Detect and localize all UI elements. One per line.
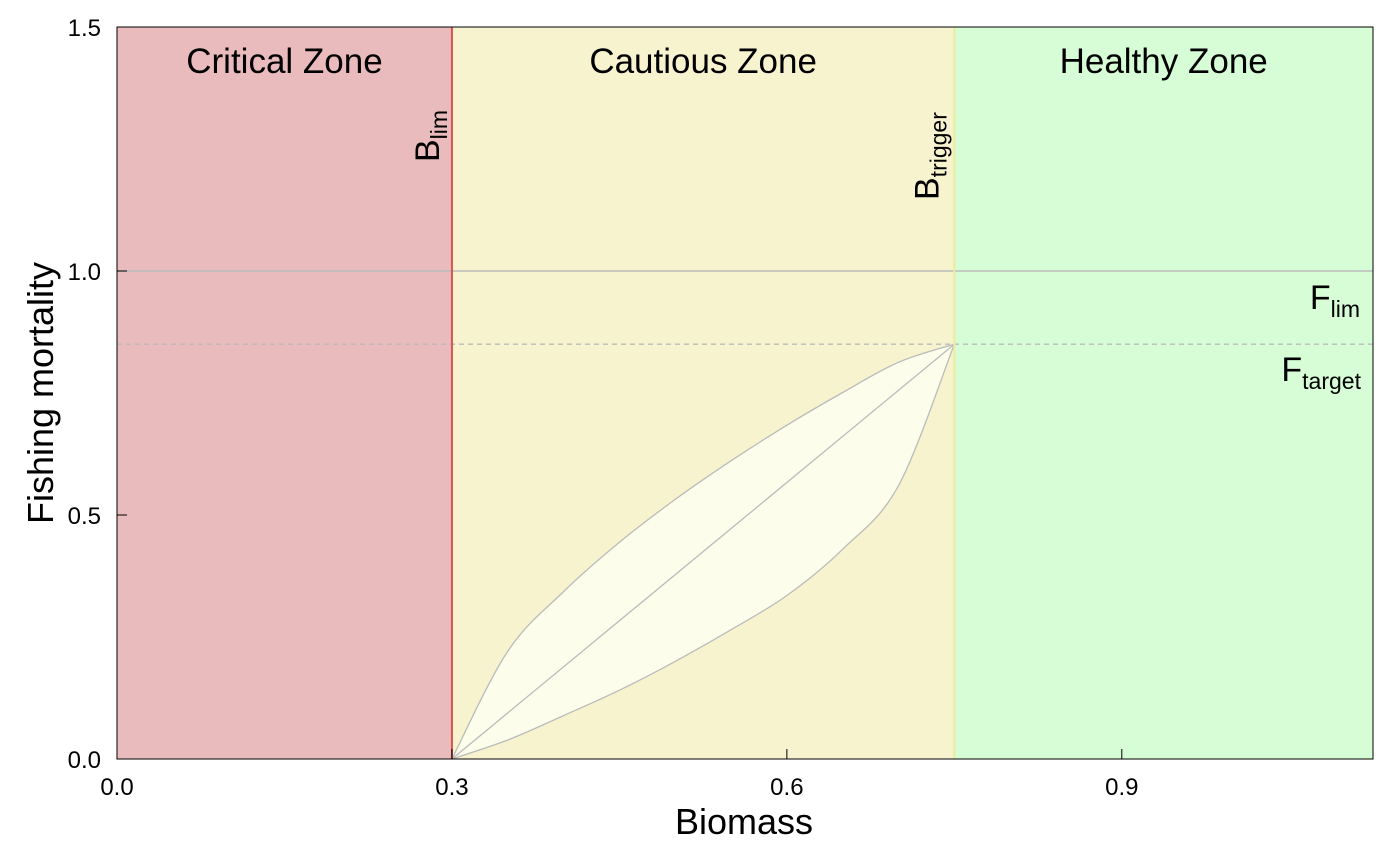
zone-label-cautious-zone: Cautious Zone (589, 42, 817, 81)
y-axis: 0.0 0.5 1.0 1.5 (68, 15, 127, 774)
plot-frame (116, 26, 1374, 760)
zone-label-healthy-zone: Healthy Zone (1060, 42, 1268, 81)
zone-critical-zone (117, 27, 452, 759)
reference-labels: Blim Btrigger Flim Ftarget (409, 110, 1362, 394)
f-target-label: Ftarget (1281, 351, 1361, 394)
x-tick-label: 0.6 (770, 774, 803, 801)
x-tick-label: 0.3 (435, 774, 468, 801)
y-tick-label: 0.0 (68, 747, 101, 774)
zone-label-critical-zone: Critical Zone (186, 42, 382, 81)
x-tick-label: 0.9 (1105, 774, 1138, 801)
hcr-envelope (451, 343, 955, 760)
y-tick-label: 0.5 (68, 503, 101, 530)
y-tick-label: 1.5 (68, 15, 101, 42)
y-tick-label: 1.0 (68, 259, 101, 286)
hcr-curve-linear (451, 343, 955, 760)
x-axis: 0.0 0.3 0.6 0.9 (100, 749, 1138, 801)
hcr-curve-concave (451, 343, 955, 760)
x-axis-title: Biomass (675, 801, 813, 842)
b-lim-label: Blim (409, 110, 452, 162)
x-tick-label: 0.0 (100, 774, 133, 801)
reference-lines (117, 27, 1373, 759)
b-trigger-label: Btrigger (908, 112, 951, 200)
hcr-curve-convex (451, 343, 955, 760)
zone-backgrounds (117, 27, 1373, 759)
zone-healthy-zone (954, 27, 1373, 759)
f-lim-label: Flim (1310, 279, 1360, 322)
y-axis-title: Fishing mortality (20, 262, 61, 524)
zone-labels: Critical Zone Cautious Zone Healthy Zone (186, 42, 1268, 81)
